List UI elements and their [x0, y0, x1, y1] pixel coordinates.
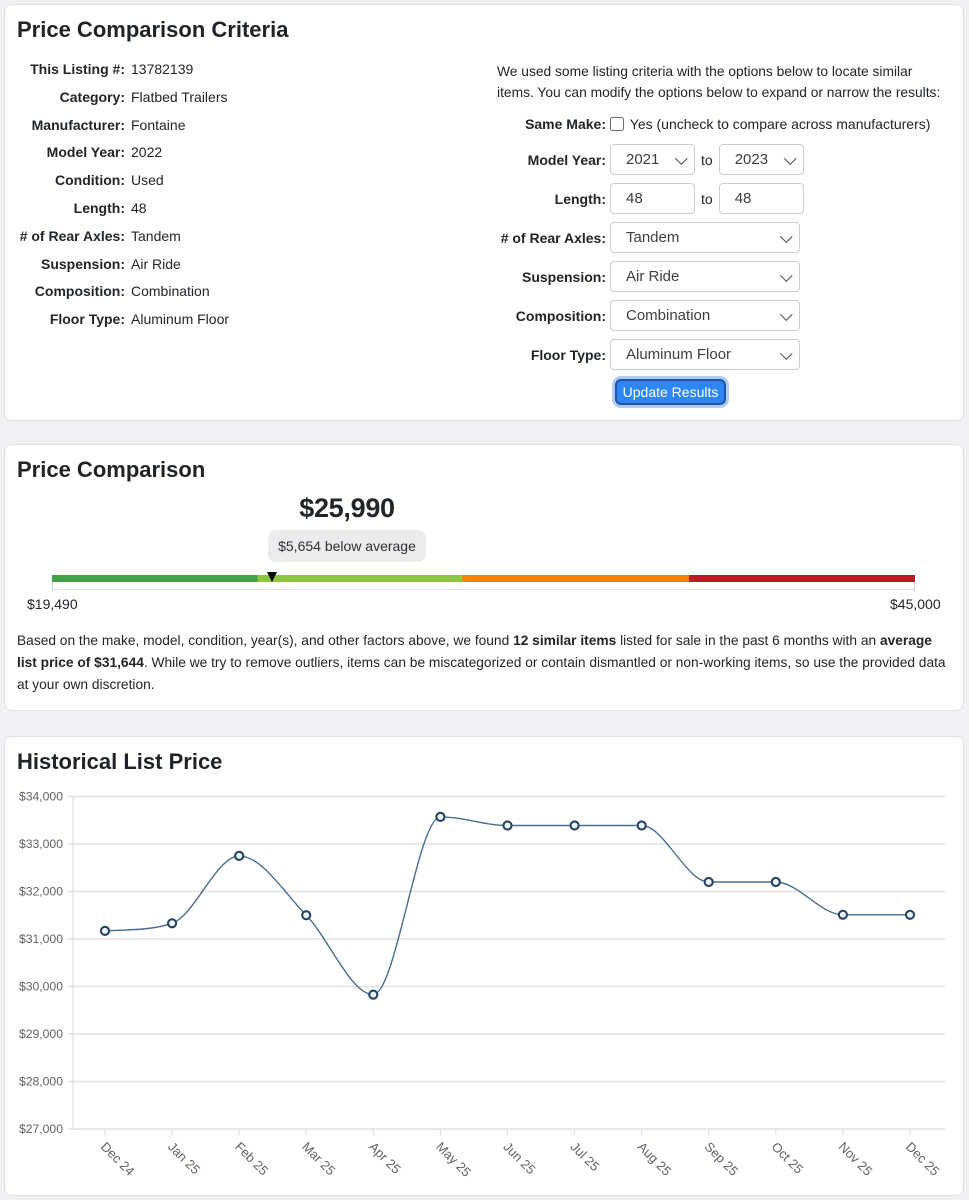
svg-text:Dec 24: Dec 24	[98, 1139, 138, 1179]
svg-text:Aug 25: Aug 25	[635, 1139, 675, 1179]
svg-text:Nov 25: Nov 25	[836, 1139, 876, 1179]
svg-text:$30,000: $30,000	[19, 980, 63, 994]
svg-text:$28,000: $28,000	[19, 1075, 63, 1089]
svg-text:$33,000: $33,000	[19, 837, 63, 851]
svg-text:$32,000: $32,000	[19, 885, 63, 899]
svg-text:Jan 25: Jan 25	[165, 1139, 203, 1177]
svg-text:Oct 25: Oct 25	[769, 1139, 807, 1177]
svg-text:Dec 25: Dec 25	[903, 1139, 943, 1179]
svg-text:Apr 25: Apr 25	[366, 1139, 404, 1177]
svg-text:$31,000: $31,000	[19, 932, 63, 946]
svg-text:$27,000: $27,000	[19, 1122, 63, 1136]
svg-text:Jun 25: Jun 25	[500, 1139, 538, 1177]
svg-text:Sep 25: Sep 25	[702, 1139, 742, 1179]
svg-text:Mar 25: Mar 25	[299, 1139, 338, 1178]
svg-text:May 25: May 25	[433, 1139, 474, 1180]
svg-text:$34,000: $34,000	[19, 790, 63, 804]
svg-text:$29,000: $29,000	[19, 1027, 63, 1041]
svg-text:Jul 25: Jul 25	[567, 1139, 602, 1174]
svg-text:Feb 25: Feb 25	[232, 1139, 271, 1178]
